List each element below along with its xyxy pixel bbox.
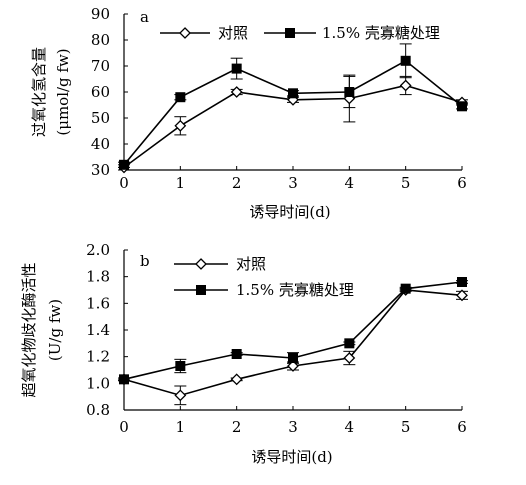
panel-a-point-treatment [175,92,186,103]
panel-b-y-axis-label-line2: (U/g fw) [46,299,64,361]
panel-a-y-tick-label: 70 [91,57,110,75]
panel-a-x-tick-label: 5 [401,174,411,192]
panel-b-point-control [230,373,243,386]
panel-b-point-treatment [457,277,467,287]
panel-a: a 诱导时间(d) 过氧化氢含量 (μmol/g fw) 对照 1.5% 壳寡糖… [30,5,468,221]
panel-b-legend-marker-control [195,258,207,270]
panel-a-x-tick-label: 6 [457,174,467,192]
panel-a-legend: 对照 1.5% 壳寡糖处理 [160,24,440,42]
panel-b-point-control [287,360,299,372]
panel-a-point-control [174,119,187,132]
panel-a-x-tick-label: 1 [176,174,186,192]
panel-b-x-tick-label: 1 [176,418,186,436]
panel-a-legend-label-control: 对照 [218,24,248,42]
panel-b-point-treatment [288,353,298,363]
panel-a-point-treatment [231,63,242,74]
panel-a-y-axis-label-line1: 过氧化氢含量 [30,47,48,137]
panel-a-y-tick-label: 90 [91,5,110,23]
panel-b-point-control [343,352,356,364]
panel-b-series-line-control [123,289,463,397]
panel-b-x-axis-label: 诱导时间(d) [251,448,332,466]
panel-a-point-treatment [119,159,129,170]
panel-a-point-treatment [288,88,298,99]
panel-a-point-treatment [457,101,467,112]
panel-a-legend-marker-control [179,27,191,39]
panel-b-point-control [456,289,468,302]
panel-b-y-tick-label: 1.8 [86,268,110,286]
panel-b: b 诱导时间(d) 超氧化物歧化酶活性 (U/g fw) 对照 1.5% 壳寡糖… [20,241,468,466]
panel-b-x-tick-label: 6 [457,418,467,436]
panel-b-y-tick-label: 1.6 [86,294,110,312]
panel-a-y-tick-label: 40 [91,135,110,153]
panel-b-y-tick-label: 1.2 [86,348,110,366]
panel-a-x-axis-label: 诱导时间(d) [249,203,330,221]
panel-b-point-treatment [231,349,242,359]
panel-a-legend-label-treatment: 1.5% 壳寡糖处理 [322,24,440,42]
panel-b-x-tick-label: 5 [401,418,411,436]
panel-b-y-axis-label-line1: 超氧化物歧化酶活性 [20,262,38,397]
panel-a-y-tick-label: 30 [91,161,110,179]
panel-b-y-tick-label: 1.0 [86,374,110,392]
panel-b-legend-label-treatment: 1.5% 壳寡糖处理 [236,281,354,299]
panel-b-x-tick-label: 2 [232,418,242,436]
panel-a-y-axis-label-line2: (μmol/g fw) [54,48,72,135]
panel-a-x-tick-label: 0 [119,174,129,192]
panel-a-point-treatment [344,87,355,97]
panel-a-point-treatment [400,55,411,66]
panel-b-y-tick-label: 2.0 [86,241,110,259]
panel-a-x-tick-label: 3 [288,174,298,192]
panel-b-legend-marker-treatment [196,285,206,295]
panel-a-point-control [230,86,243,98]
panel-b-point-treatment [400,283,411,294]
panel-a-legend-marker-treatment [285,28,295,38]
panel-a-y-tick-label: 80 [91,31,110,49]
panel-a-y-tick-label: 50 [91,109,110,127]
panel-b-legend: 对照 1.5% 壳寡糖处理 [174,255,354,299]
panel-a-point-control [399,79,412,92]
panel-b-x-tick-label: 0 [119,418,129,436]
panel-b-point-treatment [175,361,186,371]
panel-a-y-tick-label: 60 [91,83,110,101]
panel-b-point-treatment [344,338,355,349]
panel-a-x-tick-label: 2 [232,174,242,192]
panel-b-x-tick-label: 4 [345,418,355,436]
panel-b-y-tick-label: 1.4 [86,321,110,339]
panel-b-label: b [140,252,150,270]
panel-b-point-treatment [119,374,129,385]
panel-b-legend-label-control: 对照 [236,255,266,273]
panel-b-point-control [174,389,187,402]
panel-b-x-tick-label: 3 [288,418,298,436]
panel-b-y-tick-label: 0.8 [86,401,110,419]
panel-a-label: a [140,8,149,26]
panel-a-x-tick-label: 4 [345,174,355,192]
